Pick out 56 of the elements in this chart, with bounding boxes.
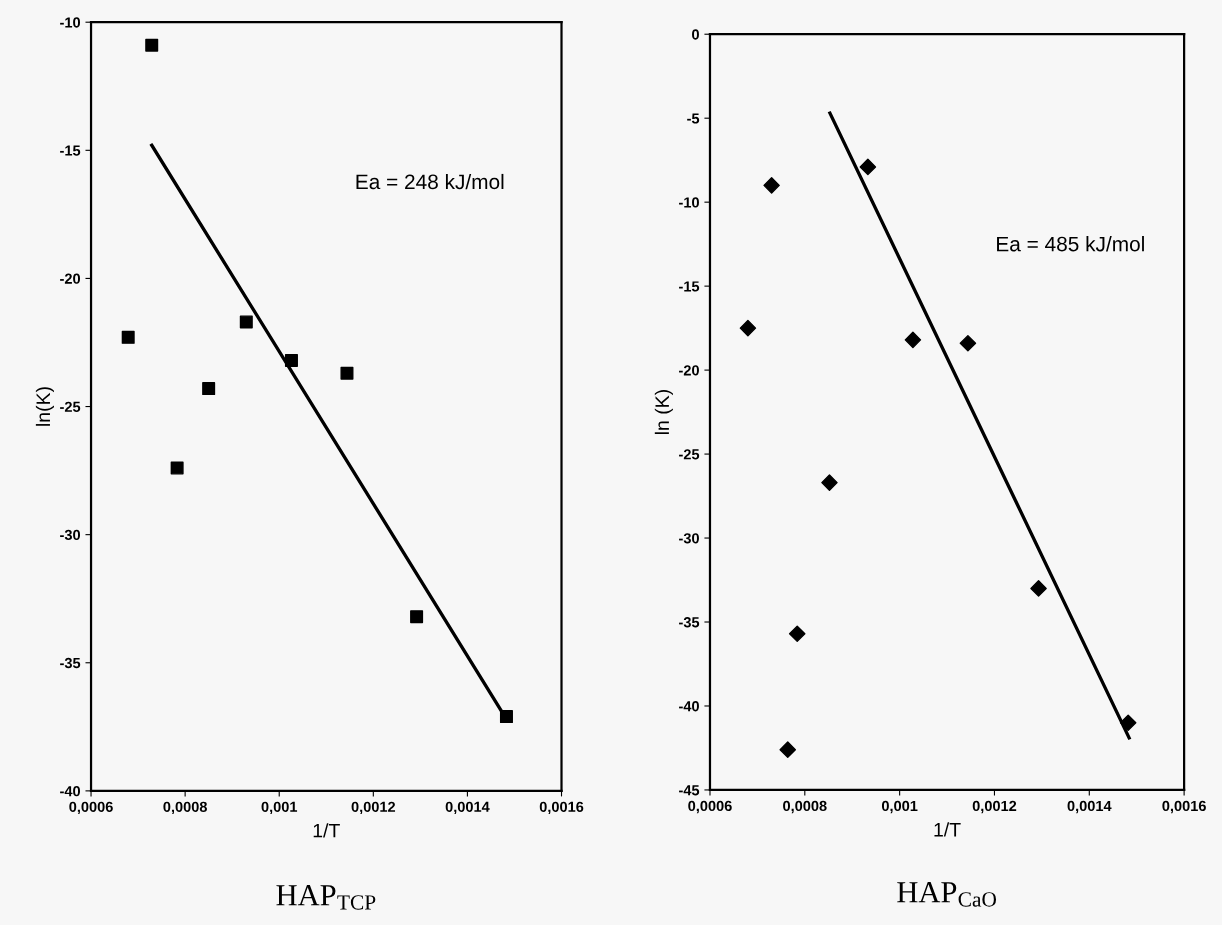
text: HAP$_{TCP}$ (276, 885, 376, 910)
x-axis-title: 1/T (313, 823, 340, 838)
point (145, 38, 159, 52)
x-tick-label: 0,0014 (1067, 800, 1112, 814)
x-tick-label: 0,0006 (69, 801, 113, 815)
y-tick-label: -45 (679, 785, 700, 796)
point (779, 741, 797, 758)
annotation: Ea = 248 kJ/mol (356, 173, 504, 190)
y-tick-label: -20 (60, 273, 81, 284)
point (763, 177, 780, 194)
y-tick-label: -40 (60, 785, 81, 797)
x-tick-label: 0,0014 (445, 801, 490, 815)
x-tick-label: 0,0016 (539, 801, 584, 815)
y-tick-label: -25 (679, 449, 700, 460)
y-tick-label: -20 (679, 365, 699, 376)
y-tick-label: -35 (60, 657, 81, 669)
x-tick-label: 0,0008 (163, 801, 207, 815)
point (904, 331, 922, 349)
y-tick-label: -5 (687, 113, 700, 124)
point (202, 382, 216, 396)
point (959, 334, 977, 352)
y-axis-title: ln(K) (35, 387, 54, 426)
y-tick-label: -30 (60, 529, 81, 541)
y-tick-label: -35 (679, 617, 700, 628)
x-tick-label: 0,0012 (351, 801, 396, 815)
point (821, 474, 838, 491)
point (340, 366, 354, 380)
point (788, 625, 806, 643)
y-tick-label: -30 (679, 533, 699, 544)
y-tick-label: -10 (679, 197, 699, 208)
x-tick-label: 0,001 (881, 800, 918, 814)
point (170, 461, 184, 475)
point (859, 158, 877, 176)
point (121, 330, 135, 344)
annotation: Ea = 485 kJ/mol (997, 236, 1144, 252)
text: HAP$_{CaO}$ (897, 882, 997, 907)
y-tick-label: -40 (679, 701, 699, 712)
point (239, 315, 253, 329)
y-axis-title: ln (K) (654, 390, 673, 435)
point (1119, 714, 1137, 732)
y-tick-label: -25 (60, 401, 81, 412)
x-axis-title: 1/T (934, 822, 961, 837)
point (284, 353, 298, 367)
point (499, 710, 513, 724)
x-tick-label: 0,0016 (1162, 800, 1206, 814)
x-tick-label: 0,001 (261, 801, 298, 815)
y-tick-label: -15 (679, 281, 700, 292)
point (410, 610, 424, 624)
x-tick-label: 0,0012 (972, 800, 1017, 814)
point (739, 319, 757, 337)
x-tick-label: 0,0006 (688, 800, 732, 814)
point (1030, 580, 1047, 597)
y-tick-label: -15 (60, 145, 81, 156)
y-tick-label: -10 (60, 17, 81, 28)
y-tick-label: 0 (692, 29, 699, 40)
x-tick-label: 0,0008 (783, 800, 827, 814)
